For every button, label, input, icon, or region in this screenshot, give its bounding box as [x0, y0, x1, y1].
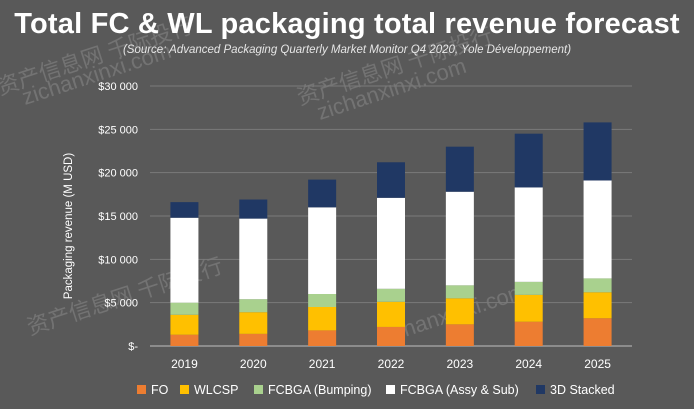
x-tick-label: 2024 [515, 357, 542, 371]
legend-label: FO [151, 383, 169, 397]
bar-segment-fcbga-bumping-2023 [445, 285, 474, 299]
chart-title: Total FC & WL packaging total revenue fo… [14, 8, 680, 40]
bar-segment-fo-2025 [583, 318, 612, 346]
bar-segment-fcbga-assy-sub-2019 [170, 217, 199, 303]
legend-label: 3D Stacked [550, 383, 615, 397]
x-tick-label: 2023 [447, 357, 474, 371]
y-tick-label: $20 000 [98, 168, 138, 180]
bar-segment-3d-stacked-2019 [170, 202, 199, 218]
y-axis-label: Packaging revenue (M USD) [63, 153, 75, 300]
bar-segment-fcbga-bumping-2021 [308, 294, 337, 307]
bar-segment-fcbga-bumping-2020 [239, 299, 268, 313]
bar-segment-fo-2023 [445, 324, 474, 346]
bar-segment-fcbga-bumping-2019 [170, 302, 199, 315]
bar-segment-fcbga-bumping-2022 [377, 288, 405, 302]
bar-segment-fo-2021 [308, 330, 337, 346]
bar-segment-wlcsp-2025 [583, 292, 612, 319]
bar-segment-wlcsp-2024 [514, 294, 543, 322]
bar-segment-3d-stacked-2020 [239, 199, 268, 219]
bar-segment-3d-stacked-2021 [308, 179, 337, 208]
bar-segment-wlcsp-2020 [239, 312, 268, 334]
bar-segment-wlcsp-2021 [308, 307, 337, 331]
x-tick-label: 2019 [171, 357, 198, 371]
x-axis-ticks: 2019 2020 2021 2022 2023 2024 2025 [171, 357, 611, 371]
bar-segment-3d-stacked-2023 [445, 146, 474, 192]
legend-label: FCBGA (Assy & Sub) [400, 383, 519, 397]
x-tick-label: 2021 [309, 357, 336, 371]
bar-segment-wlcsp-2019 [170, 314, 199, 335]
bar-segment-fcbga-assy-sub-2023 [445, 191, 474, 286]
bar-segment-fcbga-assy-sub-2025 [583, 180, 612, 279]
bar-segment-fo-2022 [377, 326, 405, 346]
bars-layer [170, 122, 612, 346]
bar-segment-3d-stacked-2024 [514, 133, 543, 188]
legend: FO WLCSP FCBGA (Bumping) FCBGA (Assy & Sub)… [137, 383, 615, 397]
x-tick-label: 2020 [240, 357, 267, 371]
legend-swatch [180, 385, 189, 394]
y-tick-label: $15 000 [98, 211, 138, 223]
bar-segment-fcbga-bumping-2025 [583, 278, 612, 293]
legend-label: FCBGA (Bumping) [268, 383, 372, 397]
y-tick-label: $30 000 [98, 81, 138, 93]
legend-swatch [386, 385, 395, 394]
bar-segment-fcbga-assy-sub-2021 [308, 207, 337, 294]
legend-swatch [254, 385, 263, 394]
bar-segment-3d-stacked-2025 [583, 122, 612, 181]
y-tick-label: $- [128, 341, 138, 353]
y-tick-label: $10 000 [98, 254, 138, 266]
bar-segment-wlcsp-2023 [445, 298, 474, 325]
bar-segment-fcbga-assy-sub-2024 [514, 187, 543, 282]
chart-subtitle: (Source: Advanced Packaging Quarterly Ma… [122, 44, 572, 56]
bar-segment-fcbga-assy-sub-2022 [377, 197, 405, 289]
bar-segment-fcbga-bumping-2024 [514, 281, 543, 295]
y-tick-label: $5 000 [104, 298, 138, 310]
bar-segment-fo-2020 [239, 333, 268, 346]
bar-segment-3d-stacked-2022 [377, 162, 405, 198]
bar-segment-fo-2024 [514, 321, 543, 346]
bar-segment-wlcsp-2022 [377, 301, 405, 327]
x-tick-label: 2025 [584, 357, 611, 371]
bar-segment-fcbga-assy-sub-2020 [239, 218, 268, 300]
legend-swatch [536, 385, 545, 394]
y-tick-label: $25 000 [98, 124, 138, 136]
legend-swatch [137, 385, 146, 394]
legend-label: WLCSP [194, 383, 238, 397]
x-tick-label: 2022 [378, 357, 405, 371]
bar-segment-fo-2019 [170, 334, 199, 346]
y-axis-ticks: $- $5 000 $10 000 $15 000 $20 000 $25 000 $30 … [98, 81, 138, 353]
